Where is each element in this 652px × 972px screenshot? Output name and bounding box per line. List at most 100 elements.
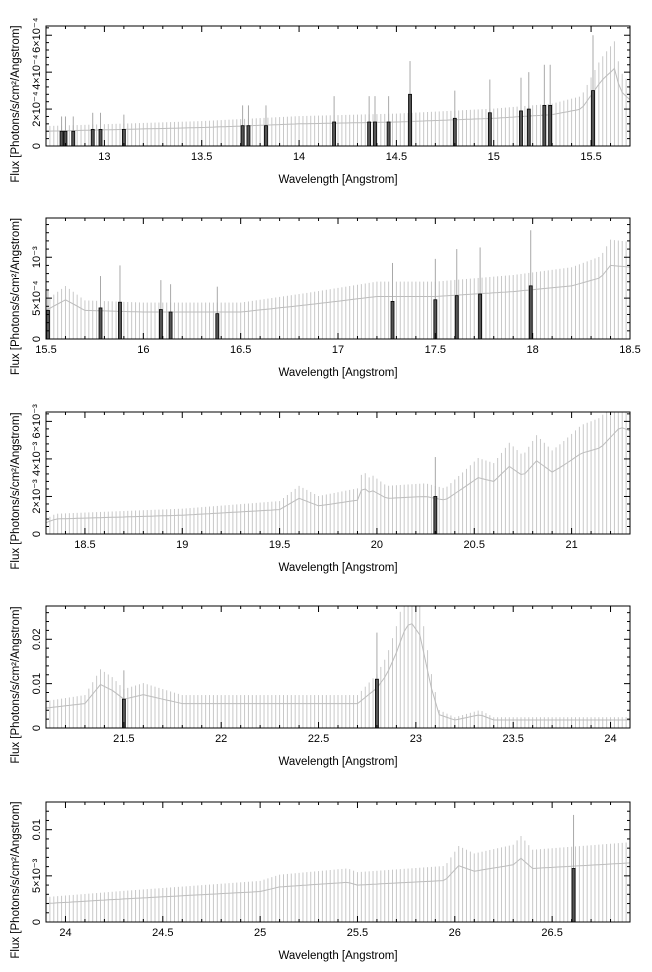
chart-panel-4: 21.5 22 22.5 23 23.5 24 0 0.01 0.02 Wavelength [A…: [10, 605, 631, 768]
line-flux-bar: [98, 128, 103, 147]
y-axis-ticks: [46, 27, 630, 147]
y-axis-label: Flux [Photons/s/cm²/Angstrom]: [10, 801, 22, 958]
x-tick-label: 22.5: [308, 733, 329, 745]
x-tick-label: 21: [565, 539, 577, 551]
x-tick-label: 20: [371, 539, 383, 551]
continuum-series: [45, 412, 631, 534]
line-flux-bar: [571, 868, 576, 923]
x-tick-label: 15.5: [35, 344, 56, 356]
line-flux-bar: [168, 311, 173, 340]
line-flux-bar: [71, 130, 76, 147]
line-flux-bar: [367, 121, 372, 147]
line-flux-bar: [408, 93, 412, 147]
line-flux-bar: [528, 285, 533, 340]
x-tick-label: 24.5: [152, 927, 173, 939]
y-tick-label: 2×10⁻⁴: [31, 91, 43, 127]
line-flux-bar: [433, 496, 438, 535]
x-axis-ticks: [45, 802, 631, 922]
y-axis-ticks: [46, 413, 630, 535]
y-tick-label: 2×10⁻³: [31, 479, 43, 514]
x-axis-label: Wavelength [Angstrom]: [278, 756, 397, 768]
x-tick-label: 14.5: [386, 151, 407, 163]
x-axis-ticks: [45, 218, 631, 339]
continuum-envelope: [45, 67, 631, 132]
x-tick-label: 17.5: [425, 344, 446, 356]
line-flux-bar: [548, 104, 553, 147]
line-flux-bar: [264, 125, 268, 147]
x-tick-label: 15.5: [580, 151, 601, 163]
line-flux-bar: [98, 307, 103, 340]
line-flux-bar: [591, 90, 595, 147]
x-tick-label: 26: [449, 927, 461, 939]
x-tick-label: 24: [604, 733, 616, 745]
x-tick-label: 25.5: [347, 927, 368, 939]
y-tick-label: 0.01: [31, 819, 43, 840]
y-tick-label: 0.02: [31, 629, 43, 650]
y-tick-label: 10⁻³: [31, 246, 43, 268]
x-tick-label: 18.5: [619, 344, 640, 356]
x-tick-label: 23.5: [502, 733, 523, 745]
line-flux-bar: [59, 130, 64, 147]
y-axis-ticks: [46, 801, 630, 923]
continuum-envelope: [45, 857, 631, 904]
y-axis-label: Flux [Photons/s/cm²/Angstrom]: [10, 606, 22, 763]
line-flux-bar: [452, 117, 457, 147]
y-axis-ticks: [46, 224, 630, 340]
chart-panel-3: 18.5 19 19.5 20 20.5 21 0 2×10⁻³ 4×10⁻³ 6×10⁻³ Wav…: [10, 404, 631, 574]
chart-panel-5: 24 24.5 25 25.5 26 26.5 0 5×10⁻³ 0.01 Wavelength …: [10, 801, 631, 962]
x-tick-label: 16.5: [230, 344, 251, 356]
y-tick-label: 0: [31, 725, 43, 731]
line-flux-bar: [375, 678, 379, 729]
y-tick-label: 0: [31, 336, 43, 342]
x-axis-label: Wavelength [Angstrom]: [278, 950, 397, 962]
line-flux-bar: [158, 309, 163, 340]
y-tick-label: 5×10⁻⁴: [31, 280, 43, 316]
line-flux-bar: [542, 104, 547, 147]
y-axis-ticks: [46, 612, 630, 729]
continuum-envelope: [45, 427, 631, 524]
line-flux-bar: [90, 128, 95, 147]
x-tick-label: 13: [98, 151, 110, 163]
y-tick-label: 0: [31, 919, 43, 925]
x-tick-label: 21.5: [113, 733, 134, 745]
x-tick-label: 20.5: [464, 539, 485, 551]
y-tick-label: 4×10⁻⁴: [31, 54, 43, 90]
x-axis-label: Wavelength [Angstrom]: [278, 174, 397, 186]
line-flux-bar: [487, 112, 492, 147]
continuum-series: [45, 836, 631, 922]
chart-panel-1: 13 13.5 14 14.5 15 15.5 0 2×10⁻⁴4×10⁻⁴6×10⁻⁴ Wav…: [10, 17, 631, 186]
line-flux-bar: [519, 110, 523, 147]
x-tick-label: 14: [293, 151, 305, 163]
continuum-series: [45, 606, 631, 728]
y-tick-label: 6×10⁻⁴: [31, 17, 43, 53]
continuum-envelope: [45, 264, 631, 313]
x-tick-label: 24: [59, 927, 71, 939]
line-flux-bar: [478, 293, 483, 340]
x-axis-label: Wavelength [Angstrom]: [278, 562, 397, 574]
line-flux-bar: [332, 121, 337, 147]
x-tick-label: 26.5: [541, 927, 562, 939]
x-tick-label: 22: [215, 733, 227, 745]
line-flux-bar: [118, 301, 122, 340]
x-axis-ticks: [45, 412, 631, 534]
line-flux-bar: [526, 108, 531, 147]
continuum-envelope: [45, 623, 630, 721]
line-flux-bar: [215, 313, 220, 340]
line-flux-bar: [386, 121, 391, 147]
y-axis-label: Flux [Photons/s/cm²/Angstrom]: [10, 412, 22, 569]
x-axis-label: Wavelength [Angstrom]: [278, 367, 397, 379]
line-flux-bar: [373, 121, 377, 147]
chart-panel-2: 15.5 16 16.5 17 17.5 18 18.5 0 5×10⁻⁴ 10⁻³ Wavelen…: [10, 217, 641, 379]
continuum-series: [45, 239, 631, 339]
line-flux-bar: [246, 125, 251, 147]
x-tick-label: 19.5: [269, 539, 290, 551]
line-flux-bar: [454, 295, 459, 340]
x-tick-label: 25: [254, 927, 266, 939]
x-tick-label: 18.5: [74, 539, 95, 551]
x-tick-label: 16: [137, 344, 149, 356]
line-flux-bar: [390, 300, 395, 340]
y-axis-label: Flux [Photons/s/cm²/Angstrom]: [10, 25, 22, 182]
x-tick-label: 19: [176, 539, 188, 551]
y-tick-label: 0: [31, 531, 43, 537]
